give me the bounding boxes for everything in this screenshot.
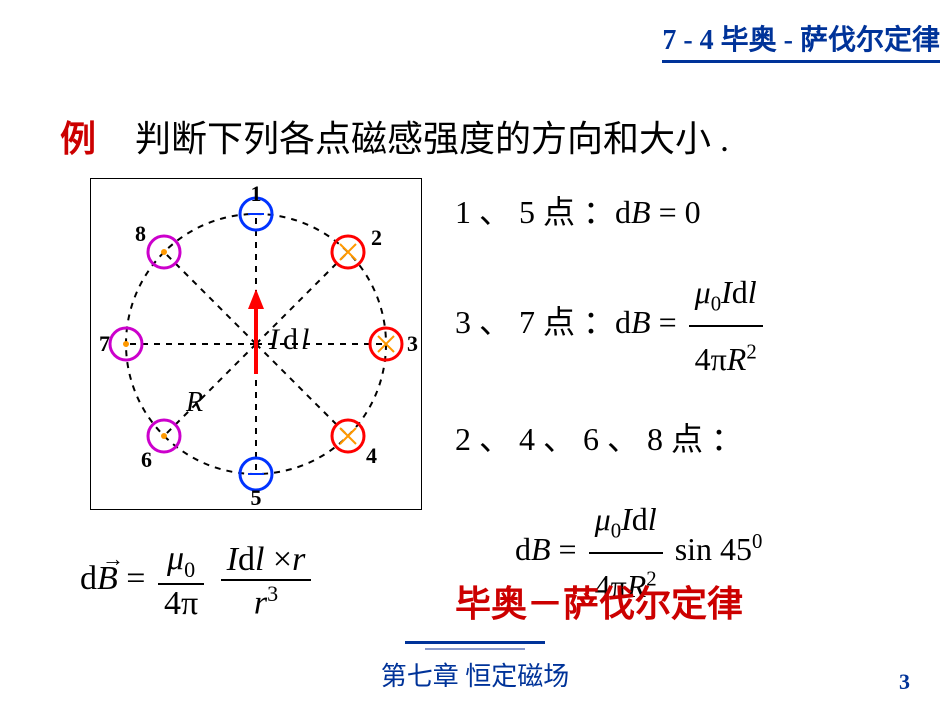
page-number: 3 xyxy=(899,669,910,695)
diagram: 1 2 3 4 5 6 7 8 I d l R xyxy=(90,178,422,510)
slide-header: 7 - 4 毕奥 - 萨伐尔定律 xyxy=(662,18,940,63)
law-name: 毕奥－萨伐尔定律 xyxy=(455,575,743,627)
eq-points-3-7: 3 、 7 点 ：dB = μ0Idl 4πR2 xyxy=(455,260,767,391)
svg-text:l: l xyxy=(301,323,309,356)
eq-points-2468-label: 2 、 4 、 6 、 8 点 ： xyxy=(455,407,767,471)
biot-savart-equation: → dB = μ0 4π Idl ×r r3 xyxy=(80,540,315,623)
svg-text:7: 7 xyxy=(99,331,110,356)
svg-text:6: 6 xyxy=(141,447,152,472)
svg-text:3: 3 xyxy=(407,331,418,356)
svg-text:d: d xyxy=(283,323,298,356)
svg-text:1: 1 xyxy=(251,181,262,206)
chapter-label: 第七章 恒定磁场 xyxy=(381,662,570,691)
footer: 第七章 恒定磁场 xyxy=(0,641,950,693)
svg-text:5: 5 xyxy=(251,485,262,509)
title-text: 判断下列各点磁感强度的方向和大小 . xyxy=(135,119,729,159)
example-label: 例 xyxy=(60,119,96,159)
svg-text:2: 2 xyxy=(371,225,382,250)
vector-arrow: → xyxy=(102,546,124,572)
svg-text:8: 8 xyxy=(135,221,146,246)
svg-text:R: R xyxy=(185,387,203,418)
svg-text:I: I xyxy=(268,323,281,356)
svg-text:4: 4 xyxy=(366,443,377,468)
eq-points-1-5: 1 、 5 点 ：dB = 0 xyxy=(455,180,767,244)
equations-right: 1 、 5 点 ：dB = 0 3 、 7 点 ：dB = μ0Idl 4πR2… xyxy=(455,180,767,634)
example-title: 例 判断下列各点磁感强度的方向和大小 . xyxy=(60,110,729,162)
